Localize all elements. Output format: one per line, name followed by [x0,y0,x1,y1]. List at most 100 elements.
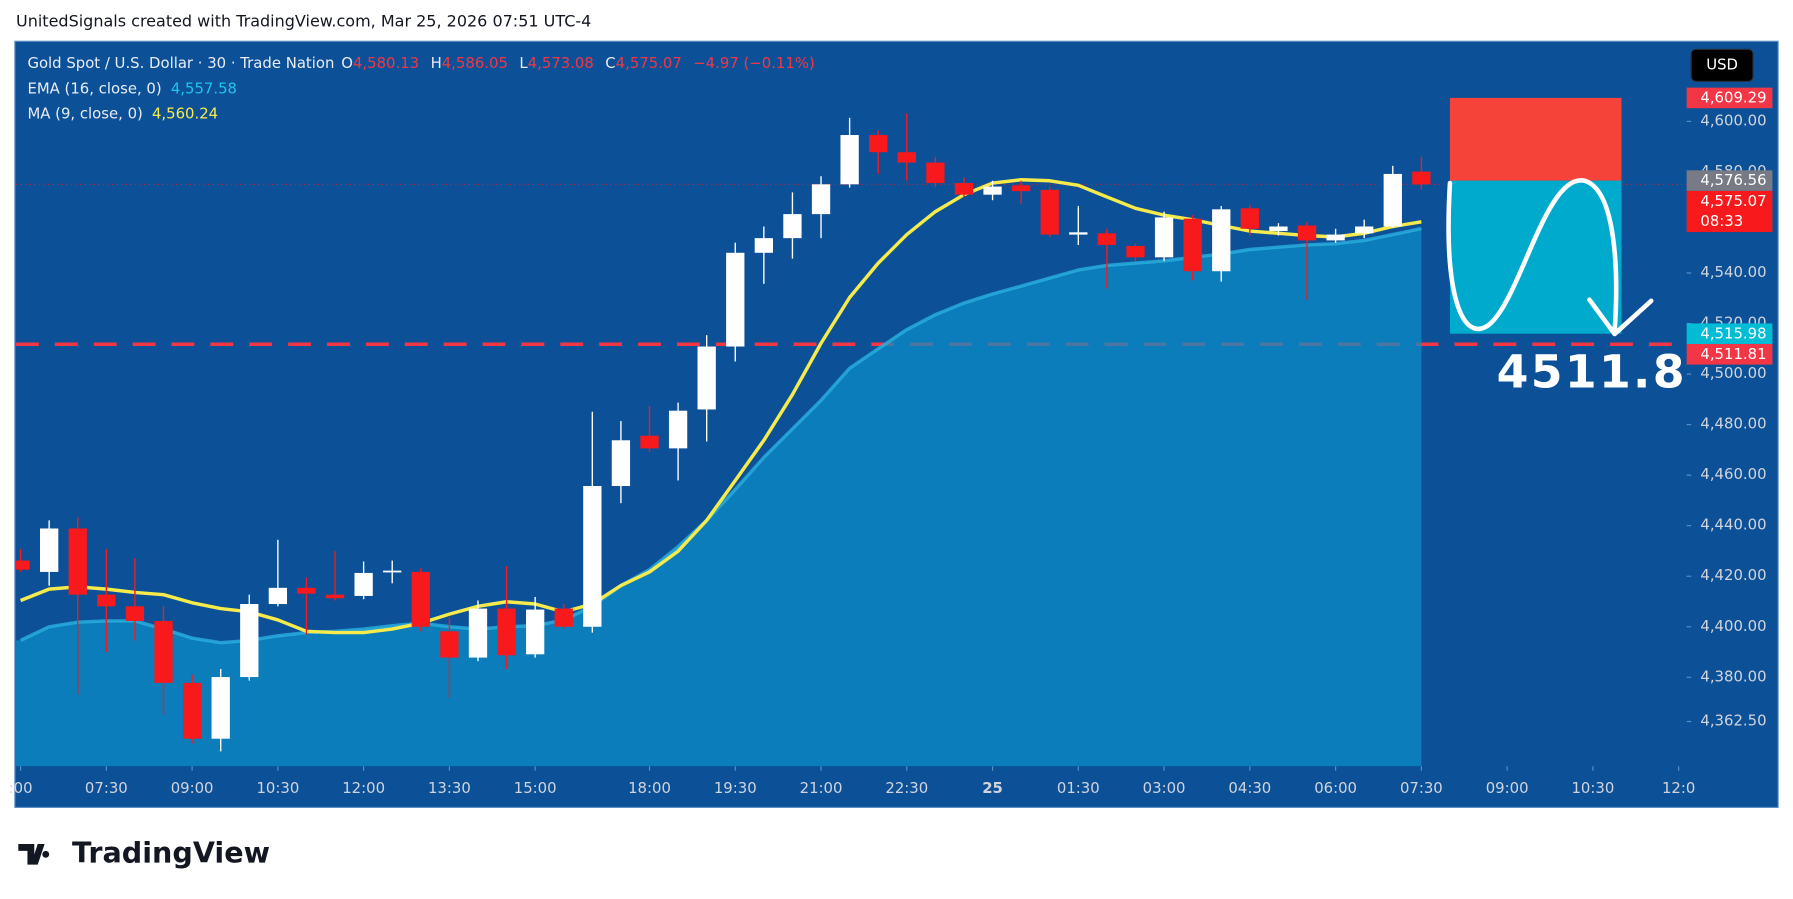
candle-body [16,560,30,570]
legend-value: 4,580.13 [353,54,419,72]
candle-body [182,682,202,739]
candle-body [211,677,230,739]
candle-body [1011,185,1031,192]
price-label: 4,575.07 [1700,192,1766,210]
legend-key: C [605,54,615,72]
price-label: 4,576.56 [1700,171,1766,189]
candle-body [811,184,831,215]
candle-body [726,252,745,347]
candle-body [754,238,774,253]
candle-body [1126,245,1145,258]
candle-body [1326,234,1345,241]
candle-body [1040,189,1059,235]
price-label-box [1686,170,1773,191]
price-label: 4,515.98 [1700,324,1766,342]
candle-body [954,183,974,195]
legend-series-name: EMA (16, close, 0) [27,79,161,97]
candle-body [1412,171,1431,185]
stop-zone [1449,97,1622,181]
candle-body [1240,208,1259,229]
candle-body [354,572,373,596]
price-label-box [1686,343,1773,365]
legend-key: L [519,54,528,72]
y-tick-label: 4,540.00 [1700,263,1766,281]
x-tick-label: 09:00 [171,779,214,797]
legend-key: O [341,54,353,72]
price-label: 4,609.29 [1700,88,1766,106]
legend-ema: EMA (16, close, 0) 4,557.58 [27,79,237,97]
x-tick-label: 01:30 [1057,779,1100,797]
x-tick-label: 03:00 [1143,779,1186,797]
x-tick-label: 10:30 [1571,779,1614,797]
x-tick-label: 06:00 [1314,779,1357,797]
candle-body [125,606,145,621]
y-tick-label: 4,500.00 [1700,364,1766,382]
candle-body [840,135,859,185]
candle-body [783,214,802,239]
y-tick-label: 4,400.00 [1700,617,1766,635]
footer-logo: TradingView [18,835,270,869]
candle-body [468,608,488,658]
candle-body [1297,225,1317,241]
plot-area [16,97,1687,767]
candle-body [1269,226,1288,232]
candle-body [325,594,345,599]
x-tick-label: 18:00 [628,779,671,797]
candle-body [268,587,288,605]
attribution: UnitedSignals created with TradingView.c… [16,11,591,30]
x-tick-label: 15:00 [514,779,557,797]
candle-body [1069,232,1088,235]
candle-body [383,570,402,573]
legend-value: 4,575.07 [616,54,682,72]
candle-body [411,571,430,627]
y-tick-label: 4,362.50 [1700,712,1766,730]
candle-body [1183,218,1202,272]
x-tick-label: 07:30 [1400,779,1443,797]
candle-body [668,410,688,449]
candle-body [1154,217,1174,258]
candle-body [697,346,716,410]
candle-body [497,608,516,656]
x-tick-label: 25 [982,779,1003,797]
y-tick-label: 4,600.00 [1700,111,1766,129]
candle-body [1097,233,1117,245]
x-tick-label: 12:0 [1662,779,1695,797]
chart-layer: 4,600.004,580.004,560.004,540.004,520.00… [9,87,1773,797]
candle-body [97,594,116,607]
candle-body [640,435,659,449]
x-tick-label: 19:30 [714,779,757,797]
candle-body [897,152,916,163]
x-tick-label: 10:30 [256,779,299,797]
y-tick-label: 4,460.00 [1700,465,1766,483]
candle-body [583,486,602,627]
price-label-box [1686,323,1773,344]
candle-body [869,135,888,153]
y-tick-label: 4,420.00 [1700,566,1766,584]
brand-name: TradingView [72,835,270,869]
candle-body [1355,226,1374,234]
countdown: 08:33 [1700,212,1743,230]
legend-ma: MA (9, close, 0) 4,560.24 [27,104,218,122]
logo-mark [18,844,50,865]
x-tick-label: 21:00 [800,779,843,797]
currency-button[interactable] [1690,48,1754,82]
candle-body [297,587,316,594]
x-tick-label: 13:30 [428,779,471,797]
annotation: 4511.8 [1497,346,1687,399]
legend-change: −4.97 (−0.11%) [693,54,815,72]
price-label-box [1686,190,1773,233]
candle-body [68,528,87,595]
legend-title: Gold Spot / U.S. Dollar · 30 · Trade Nat… [27,54,334,72]
currency-label: USD [1706,55,1738,73]
legend-series-value: 4,557.58 [171,79,237,97]
legend-value: 4,573.08 [528,54,594,72]
candle-body [154,620,173,683]
legend-ohlc: Gold Spot / U.S. Dollar · 30 · Trade Nat… [27,54,814,72]
legend-key: H [431,54,442,72]
y-tick-label: 4,380.00 [1700,667,1766,685]
candle-body [40,528,59,572]
candle-body [1383,173,1402,227]
candle-body [440,631,459,658]
y-tick-label: 4,480.00 [1700,415,1766,433]
legend-series-value: 4,560.24 [152,104,218,122]
